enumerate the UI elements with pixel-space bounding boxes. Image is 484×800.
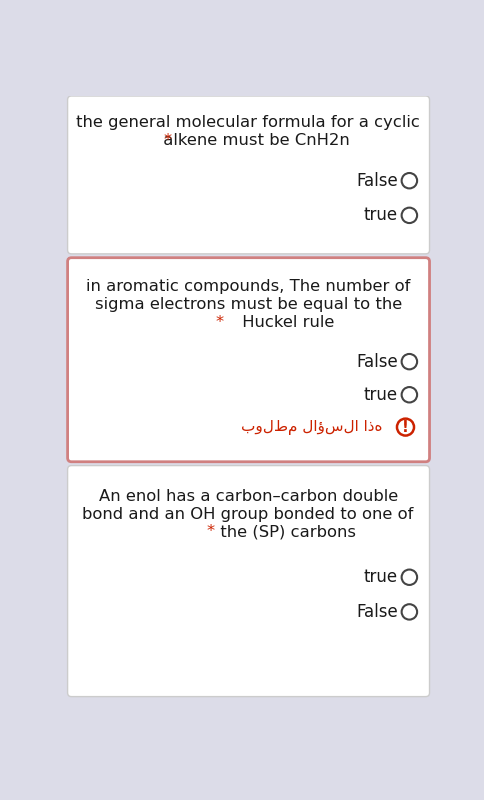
Text: False: False — [355, 603, 397, 621]
FancyBboxPatch shape — [67, 258, 429, 462]
Text: False: False — [355, 172, 397, 190]
Text: true: true — [363, 206, 397, 224]
Text: *: * — [206, 524, 214, 539]
Text: the general molecular formula for a cyclic: the general molecular formula for a cycl… — [76, 115, 419, 130]
Text: بولطم لاؤسلا اذه: بولطم لاؤسلا اذه — [240, 419, 381, 434]
FancyBboxPatch shape — [67, 96, 429, 254]
Text: sigma electrons must be equal to the: sigma electrons must be equal to the — [94, 297, 401, 312]
Text: bond and an OH group bonded to one of: bond and an OH group bonded to one of — [82, 506, 413, 522]
Text: the (SP) carbons: the (SP) carbons — [214, 524, 355, 539]
Text: False: False — [355, 353, 397, 370]
Text: *: * — [215, 315, 223, 330]
Text: *: * — [163, 133, 171, 148]
Text: in aromatic compounds, The number of: in aromatic compounds, The number of — [86, 279, 409, 294]
FancyBboxPatch shape — [67, 466, 429, 697]
Text: Huckel rule: Huckel rule — [236, 315, 333, 330]
Text: !: ! — [401, 419, 408, 434]
Text: true: true — [363, 568, 397, 586]
Text: An enol has a carbon–carbon double: An enol has a carbon–carbon double — [98, 489, 397, 504]
Text: true: true — [363, 386, 397, 404]
Text: alkene must be CnH2n: alkene must be CnH2n — [158, 133, 349, 148]
